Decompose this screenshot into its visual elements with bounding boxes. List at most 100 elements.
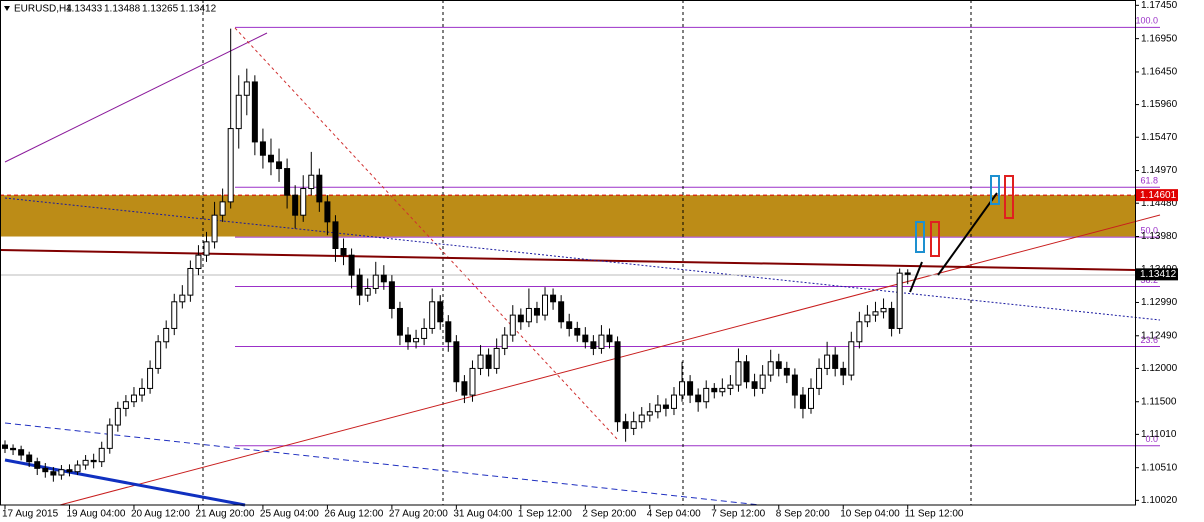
x-tick-label: 21 Aug 20:00 xyxy=(195,509,254,520)
candle-body xyxy=(203,241,210,256)
candle-body xyxy=(832,354,839,369)
y-tick-label: 1.13980 xyxy=(1141,231,1178,242)
x-tick-label: 8 Sep 20:00 xyxy=(776,509,830,520)
fib-label: 0.0 xyxy=(1145,434,1158,444)
candle-body xyxy=(670,394,677,409)
background-layer xyxy=(0,26,1160,447)
y-tick-label: 1.16950 xyxy=(1141,33,1178,44)
y-tick-label: 1.15470 xyxy=(1141,132,1178,143)
candle-body xyxy=(413,337,420,343)
y-tick-label: 1.10020 xyxy=(1141,495,1178,506)
candle-body xyxy=(630,421,637,429)
candle-body xyxy=(864,314,871,323)
arrow xyxy=(937,192,998,276)
axes-layer: 100.061.850.038.223.60.01.174501.169501.… xyxy=(2,0,1178,520)
candle-body xyxy=(243,81,250,96)
candle-body xyxy=(235,94,242,130)
candle-body xyxy=(622,421,629,429)
candle-body xyxy=(840,367,847,376)
candle-body xyxy=(525,307,532,323)
x-tick-label: 11 Sep 12:00 xyxy=(905,509,964,520)
candle-body xyxy=(356,274,363,296)
trend-line xyxy=(59,214,1161,506)
trend-line xyxy=(4,422,761,506)
marker-box xyxy=(990,175,1000,205)
candle-body xyxy=(461,381,468,396)
candle-body xyxy=(2,444,8,449)
candle-body xyxy=(147,367,154,389)
x-tick-label: 25 Aug 04:00 xyxy=(260,509,319,520)
x-tick-label: 1 Sep 12:00 xyxy=(518,509,572,520)
candle-body xyxy=(727,384,734,389)
candle-body xyxy=(42,467,49,473)
candle-body xyxy=(574,327,581,336)
candle-body xyxy=(155,341,162,369)
candle-body xyxy=(187,267,194,296)
marks-layer xyxy=(2,28,911,482)
candle-body xyxy=(114,407,121,426)
marker-box xyxy=(930,221,940,257)
candle-body xyxy=(533,307,540,316)
price-label: 1.14601 xyxy=(1140,190,1177,201)
x-tick-label: 10 Sep 04:00 xyxy=(840,509,900,520)
candle-body xyxy=(485,354,492,369)
fib-label: 100.0 xyxy=(1135,16,1158,26)
x-tick-label: 7 Sep 12:00 xyxy=(711,509,765,520)
candle-body xyxy=(292,194,299,216)
y-tick-label: 1.12990 xyxy=(1141,297,1178,308)
candle-body xyxy=(26,454,33,463)
candle-body xyxy=(421,327,428,339)
price-label-box xyxy=(1136,268,1178,281)
candle-body xyxy=(82,459,89,466)
candle-body xyxy=(719,387,726,393)
candle-body xyxy=(267,154,274,163)
candle-body xyxy=(550,294,557,303)
candle-body xyxy=(405,334,411,343)
fib-label: 23.6 xyxy=(1140,335,1158,345)
candle-body xyxy=(324,201,331,223)
x-tick-label: 17 Aug 2015 xyxy=(2,509,59,520)
candle-body xyxy=(687,381,694,396)
y-tick-label: 1.11500 xyxy=(1141,396,1177,407)
trend-line xyxy=(4,32,268,163)
trend-line xyxy=(0,249,1136,271)
candle-body xyxy=(74,464,81,473)
header-close: 1.13412 xyxy=(180,4,217,15)
candle-body xyxy=(808,387,814,409)
candle-body xyxy=(646,411,653,416)
y-tick-label: 1.11010 xyxy=(1141,429,1177,440)
candle-body xyxy=(679,381,686,396)
y-tick-label: 1.16450 xyxy=(1141,67,1178,78)
candle-body xyxy=(598,334,605,349)
y-tick-label: 1.12000 xyxy=(1141,363,1178,374)
x-tick-label: 20 Aug 12:00 xyxy=(131,509,190,520)
y-tick-label: 1.14480 xyxy=(1141,198,1178,209)
candle-body xyxy=(106,424,113,449)
candle-body xyxy=(90,459,97,463)
y-tick-label: 1.14970 xyxy=(1141,165,1178,176)
trend-line xyxy=(4,197,1161,321)
candle-body xyxy=(501,334,508,349)
candle-body xyxy=(654,404,661,413)
candle-body xyxy=(896,272,903,329)
candle-body xyxy=(195,254,202,269)
header-high: 1.13488 xyxy=(104,4,141,15)
plot-frame xyxy=(0,0,1136,506)
candle-body xyxy=(429,301,436,329)
marker-box xyxy=(1004,175,1014,219)
price-label-box xyxy=(1136,189,1178,202)
candle-body xyxy=(880,307,887,313)
x-tick-label: 2 Sep 20:00 xyxy=(582,509,636,520)
candle-body xyxy=(904,272,911,275)
candle-body xyxy=(284,168,291,196)
candle-body xyxy=(179,294,186,303)
candle-body xyxy=(171,301,178,329)
candle-body xyxy=(251,81,258,143)
candle-body xyxy=(695,394,702,403)
candle-body xyxy=(542,294,549,316)
candle-body xyxy=(300,188,307,216)
y-tick-label: 1.12490 xyxy=(1141,330,1178,341)
candle-body xyxy=(493,347,500,369)
period-separators xyxy=(202,0,972,505)
